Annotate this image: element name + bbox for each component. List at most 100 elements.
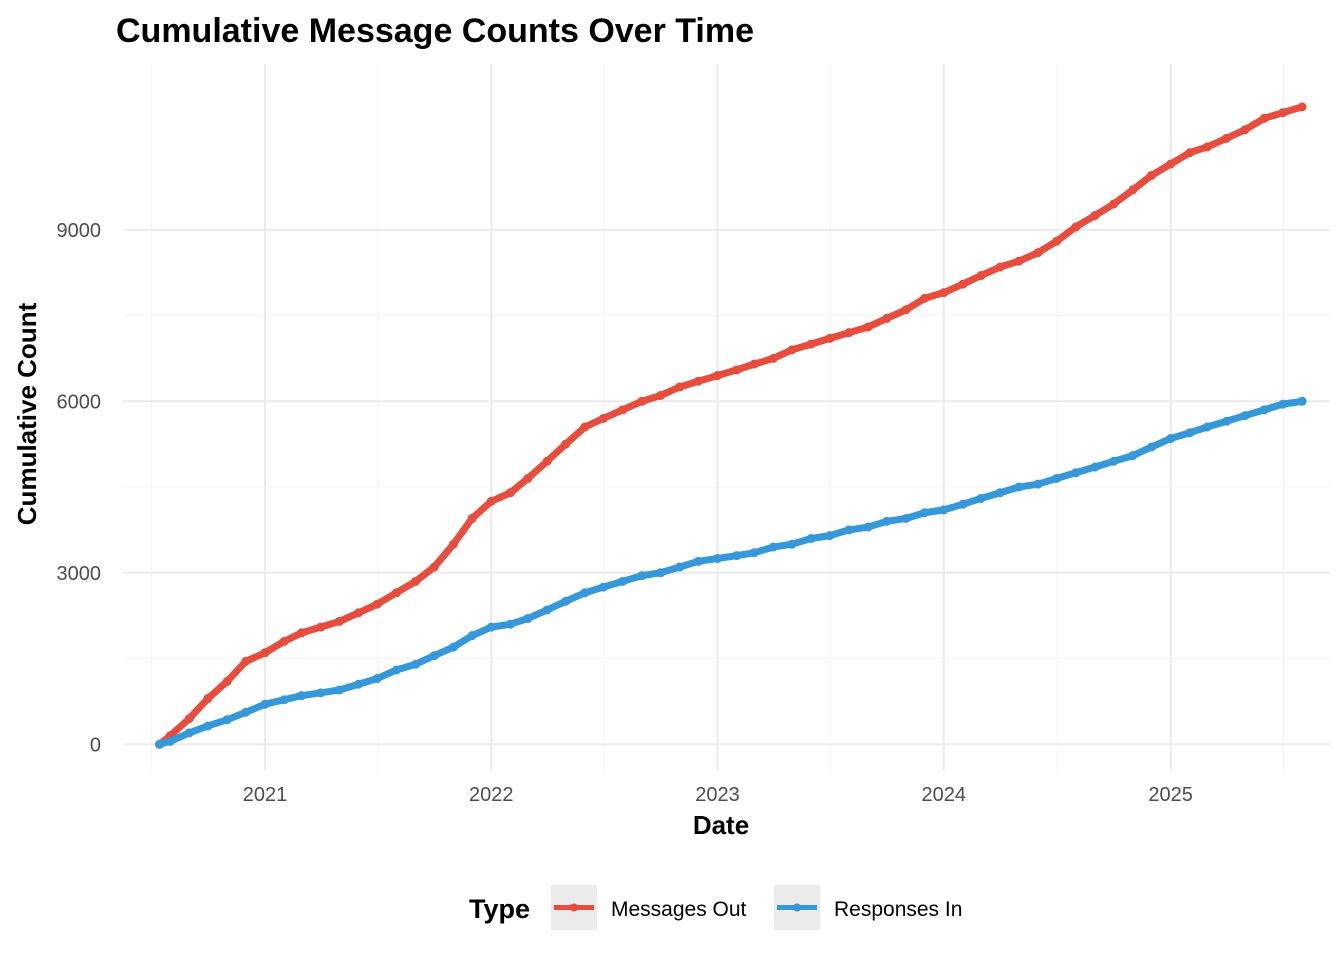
data-point-messages-out <box>1071 222 1081 232</box>
data-point-messages-out <box>391 588 401 598</box>
data-point-responses-in <box>542 605 552 615</box>
data-point-responses-in <box>675 562 685 572</box>
data-point-responses-in <box>580 588 590 598</box>
data-point-responses-in <box>334 685 344 695</box>
data-point-messages-out <box>448 539 458 549</box>
data-point-responses-in <box>844 525 854 535</box>
data-point-responses-in <box>184 728 194 738</box>
x-axis-title: Date <box>693 810 749 840</box>
data-point-messages-out <box>316 622 326 632</box>
data-point-messages-out <box>523 473 533 483</box>
data-point-responses-in <box>1240 411 1250 421</box>
data-point-responses-in <box>523 614 533 624</box>
data-point-responses-in <box>976 493 986 503</box>
data-point-responses-in <box>1185 428 1195 438</box>
data-point-messages-out <box>1146 170 1156 180</box>
x-tick-label: 2025 <box>1148 784 1193 806</box>
data-point-messages-out <box>806 339 816 349</box>
data-point-messages-out <box>372 599 382 609</box>
data-point-messages-out <box>598 413 608 423</box>
series-messages-out <box>155 102 1307 749</box>
data-point-messages-out <box>1166 159 1176 169</box>
data-point-responses-in <box>1278 399 1288 409</box>
data-point-messages-out <box>958 279 968 289</box>
data-point-responses-in <box>372 674 382 684</box>
legend-key-point-responses-in <box>793 903 801 912</box>
data-point-messages-out <box>920 293 930 303</box>
data-point-responses-in <box>863 522 873 532</box>
data-point-messages-out <box>713 371 723 381</box>
data-point-messages-out <box>787 345 797 355</box>
data-point-responses-in <box>713 553 723 563</box>
data-point-messages-out <box>976 271 986 281</box>
data-point-messages-out <box>1259 113 1269 123</box>
data-point-responses-in <box>316 688 326 698</box>
data-point-messages-out <box>825 333 835 343</box>
data-point-responses-in <box>165 736 175 746</box>
data-point-messages-out <box>1090 210 1100 220</box>
data-point-responses-in <box>806 533 816 543</box>
data-point-messages-out <box>354 608 364 618</box>
data-point-responses-in <box>411 659 421 669</box>
data-point-messages-out <box>411 576 421 586</box>
data-point-messages-out <box>1221 133 1231 143</box>
data-point-responses-in <box>787 539 797 549</box>
x-tick-label: 2021 <box>243 784 288 806</box>
y-axis-ticks: 0 3000 6000 9000 <box>57 220 102 756</box>
data-point-messages-out <box>693 376 703 386</box>
series-layer <box>155 102 1307 749</box>
legend: Type Messages Out Responses In <box>469 885 962 930</box>
data-point-responses-in <box>939 505 949 515</box>
data-point-responses-in <box>1071 468 1081 478</box>
data-point-messages-out <box>505 488 515 498</box>
data-point-responses-in <box>920 508 930 518</box>
data-point-messages-out <box>334 616 344 626</box>
data-point-responses-in <box>297 691 307 701</box>
y-tick-label: 3000 <box>57 563 102 585</box>
data-point-messages-out <box>1033 248 1043 258</box>
data-point-responses-in <box>995 488 1005 498</box>
y-tick-label: 9000 <box>57 220 102 242</box>
data-point-responses-in <box>1128 451 1138 461</box>
data-point-messages-out <box>222 676 232 686</box>
data-point-messages-out <box>1240 125 1250 135</box>
data-point-messages-out <box>1202 142 1212 152</box>
data-point-messages-out <box>297 628 307 638</box>
series-responses-in <box>155 396 1307 749</box>
data-point-responses-in <box>637 571 647 581</box>
data-point-messages-out <box>901 305 911 315</box>
data-point-responses-in <box>901 513 911 523</box>
data-point-responses-in <box>1259 405 1269 415</box>
y-axis-title: Cumulative Count <box>12 302 42 525</box>
data-point-messages-out <box>995 262 1005 272</box>
data-point-messages-out <box>1297 102 1307 112</box>
data-point-messages-out <box>1278 108 1288 118</box>
data-point-messages-out <box>939 288 949 298</box>
data-point-responses-in <box>241 707 251 717</box>
data-point-messages-out <box>1014 256 1024 266</box>
x-tick-label: 2023 <box>695 784 740 806</box>
legend-label-responses-in: Responses In <box>834 898 962 921</box>
data-point-responses-in <box>486 622 496 632</box>
data-point-responses-in <box>958 499 968 509</box>
data-point-messages-out <box>580 422 590 432</box>
data-point-responses-in <box>1109 456 1119 466</box>
chart-title: Cumulative Message Counts Over Time <box>116 12 754 50</box>
data-point-messages-out <box>768 353 778 363</box>
data-point-messages-out <box>749 359 759 369</box>
data-point-responses-in <box>354 679 364 689</box>
y-tick-label: 6000 <box>57 391 102 413</box>
data-point-responses-in <box>882 516 892 526</box>
legend-title: Type <box>469 894 530 924</box>
data-point-responses-in <box>732 551 742 561</box>
data-point-responses-in <box>222 715 232 725</box>
data-point-messages-out <box>184 714 194 724</box>
data-point-responses-in <box>1221 416 1231 426</box>
data-point-messages-out <box>561 439 571 449</box>
data-point-messages-out <box>467 513 477 523</box>
data-point-responses-in <box>1202 422 1212 432</box>
data-point-responses-in <box>618 576 628 586</box>
data-point-messages-out <box>1185 148 1195 158</box>
x-tick-label: 2024 <box>922 784 967 806</box>
